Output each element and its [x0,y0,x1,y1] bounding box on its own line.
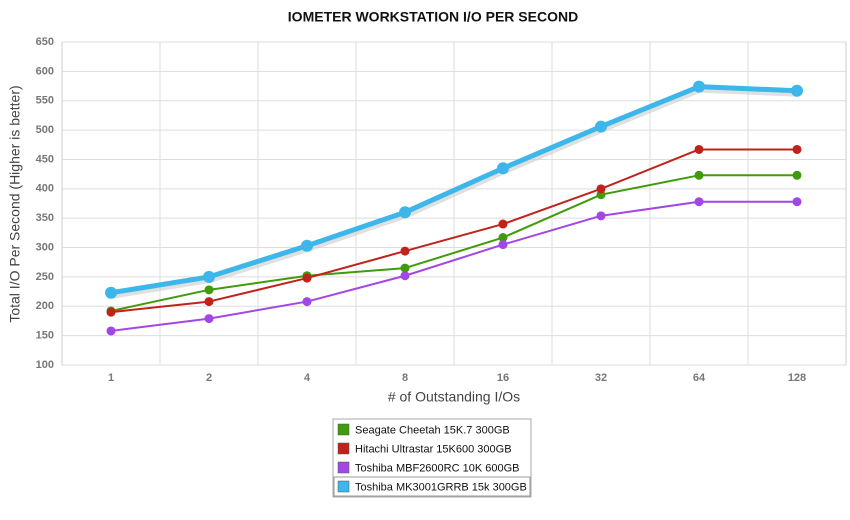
x-tick-label: 4 [304,372,311,384]
y-tick-label: 250 [36,271,54,283]
data-point [791,84,803,97]
data-point [792,197,802,207]
data-point [204,285,214,295]
data-point [400,263,410,273]
line-shadow [111,86,799,299]
data-point [301,239,313,252]
data-point [106,307,116,317]
series-line [110,174,797,312]
chart-title: IOMETER WORKSTATION I/O PER SECOND [288,9,578,25]
data-point [106,326,116,336]
x-tick-label: 2 [206,372,212,384]
data-point [302,297,312,307]
y-tick-label: 500 [36,124,54,136]
legend-swatch [337,442,350,455]
data-point [498,219,508,229]
legend-label: Toshiba MK3001GRRB 15k 300GB [355,481,527,493]
data-point [400,271,410,281]
x-axis-label: # of Outstanding I/Os [388,389,520,405]
legend-swatch [337,423,350,436]
series-line [110,200,797,332]
series-line [110,84,798,296]
data-point [792,170,802,180]
data-point [497,162,509,175]
y-tick-label: 300 [36,241,54,253]
legend-swatch [337,461,350,474]
data-point [400,246,410,256]
y-tick-label: 100 [36,359,54,371]
data-point [694,197,704,207]
data-point [596,184,606,194]
y-tick-label: 550 [36,95,54,107]
data-point [204,314,214,324]
data-point [694,144,704,154]
series-line [110,148,797,314]
legend-label: Toshiba MBF2600RC 10K 600GB [355,462,519,474]
y-tick-label: 450 [36,153,54,165]
y-tick-label: 600 [36,65,54,77]
data-point [498,233,508,243]
y-tick-label: 150 [36,330,54,342]
data-point [693,80,705,93]
data-point [498,240,508,250]
data-point [204,297,214,307]
y-axis-label: Total I/O Per Second (Higher is better) [7,85,23,322]
y-tick-label: 650 [36,36,54,48]
y-tick-label: 200 [36,300,54,312]
x-tick-label: 32 [595,372,607,384]
data-point [399,206,411,219]
x-tick-label: 64 [693,372,706,384]
x-tick-label: 1 [108,372,114,384]
legend-highlight [333,476,531,497]
x-tick-label: 128 [788,372,806,384]
legend-label: Seagate Cheetah 15K.7 300GB [355,424,510,436]
data-point [792,144,802,154]
data-point [105,286,117,299]
x-tick-label: 16 [497,372,509,384]
legend-label: Hitachi Ultrastar 15K600 300GB [355,443,512,455]
data-point [302,273,312,283]
data-point [203,270,215,283]
data-point [596,211,606,221]
y-tick-label: 350 [36,212,54,224]
x-tick-label: 8 [402,372,408,384]
legend-swatch [337,480,350,493]
data-point [595,120,607,133]
data-point [694,170,704,180]
y-tick-label: 400 [36,183,54,195]
